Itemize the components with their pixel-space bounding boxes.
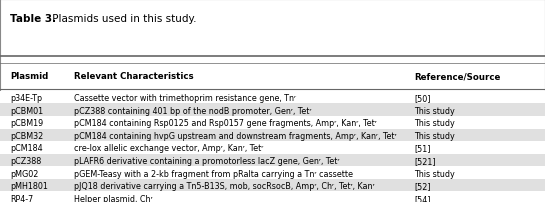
Text: pMG02: pMG02: [10, 169, 38, 178]
Text: This study: This study: [414, 106, 455, 115]
Bar: [0, 154, 545, 166]
Bar: [0, 179, 545, 191]
Bar: [0, 141, 545, 154]
Text: pMH1801: pMH1801: [10, 181, 47, 190]
Text: [51]: [51]: [414, 144, 431, 153]
Bar: [0, 104, 545, 116]
Text: pCBM19: pCBM19: [10, 119, 43, 127]
Text: RP4-7: RP4-7: [10, 194, 33, 202]
Text: pCM184: pCM184: [10, 144, 43, 153]
Text: Plasmid: Plasmid: [10, 72, 48, 81]
Bar: [0, 116, 545, 129]
Text: Table 3.: Table 3.: [10, 14, 56, 24]
Bar: [0, 191, 545, 202]
Text: [521]: [521]: [414, 156, 436, 165]
Text: pLAFR6 derivative containing a promotorless lacZ gene, Genʳ, Tetʳ: pLAFR6 derivative containing a promotorl…: [74, 156, 339, 165]
Text: Relevant Characteristics: Relevant Characteristics: [74, 72, 193, 81]
Text: cre-lox allelic exchange vector, Ampʳ, Kanʳ, Tetʳ: cre-lox allelic exchange vector, Ampʳ, K…: [74, 144, 263, 153]
Text: This study: This study: [414, 131, 455, 140]
Text: pCBM01: pCBM01: [10, 106, 43, 115]
Text: [54]: [54]: [414, 194, 431, 202]
Text: [50]: [50]: [414, 94, 431, 102]
Text: pGEM-Teasy with a 2-kb fragment from pRalta carrying a Tnʳ cassette: pGEM-Teasy with a 2-kb fragment from pRa…: [74, 169, 353, 178]
Bar: [0, 166, 545, 179]
Text: pCM184 containing hvpG upstream and downstream fragments, Ampʳ, Kanʳ, Tetʳ: pCM184 containing hvpG upstream and down…: [74, 131, 396, 140]
Text: pCZ388 containing 401 bp of the nodB promoter, Genʳ, Tetʳ: pCZ388 containing 401 bp of the nodB pro…: [74, 106, 311, 115]
Text: pCZ388: pCZ388: [10, 156, 41, 165]
Text: Cassette vector with trimethoprim resistance gene, Tnʳ: Cassette vector with trimethoprim resist…: [74, 94, 296, 102]
Text: pCBM32: pCBM32: [10, 131, 43, 140]
Text: Plasmids used in this study.: Plasmids used in this study.: [49, 14, 197, 24]
Text: This study: This study: [414, 119, 455, 127]
Text: This study: This study: [414, 169, 455, 178]
Bar: [0, 91, 545, 104]
Text: Helper plasmid, Chʳ: Helper plasmid, Chʳ: [74, 194, 152, 202]
Text: [52]: [52]: [414, 181, 431, 190]
Bar: [0, 129, 545, 141]
Text: pJQ18 derivative carrying a Tn5-B13S, mob, socRsocB, Ampʳ, Chʳ, Tetʳ, Kanʳ: pJQ18 derivative carrying a Tn5-B13S, mo…: [74, 181, 374, 190]
Text: pCM184 containing Rsp0125 and Rsp0157 gene fragments, Ampʳ, Kanʳ, Tetʳ: pCM184 containing Rsp0125 and Rsp0157 ge…: [74, 119, 377, 127]
Text: Reference/Source: Reference/Source: [414, 72, 500, 81]
Text: p34E-Tp: p34E-Tp: [10, 94, 42, 102]
